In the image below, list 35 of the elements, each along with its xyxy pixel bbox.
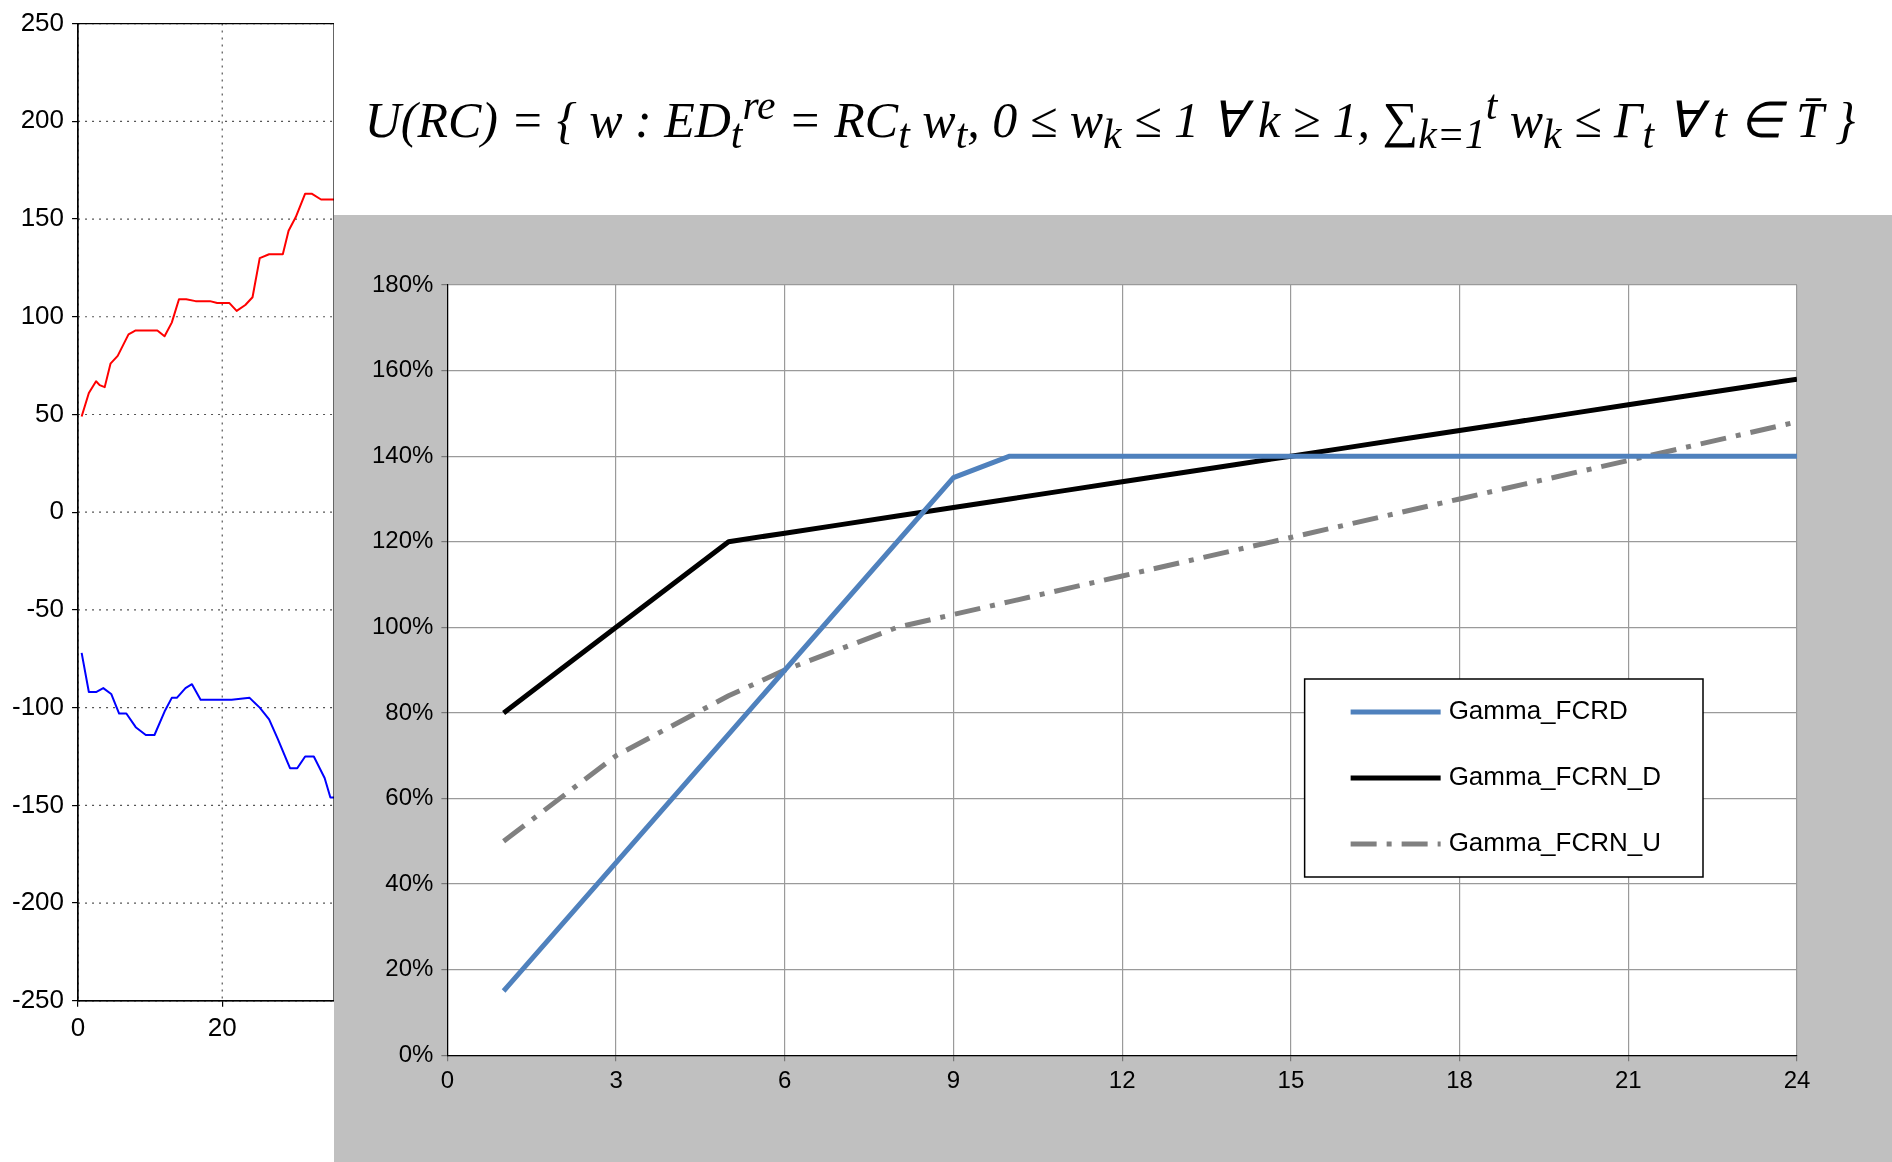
y-tick-label: 180%	[371, 269, 434, 297]
y-tick-label: 120%	[371, 526, 434, 554]
y-tick-label: 0	[49, 495, 65, 526]
y-tick-label: -250	[11, 983, 65, 1014]
legend-label: Gamma_FCRD	[1448, 695, 1628, 726]
x-tick-label: 15	[1277, 1066, 1305, 1094]
y-tick-label: -50	[26, 593, 65, 624]
y-tick-label: 40%	[385, 868, 434, 896]
y-tick-label: -200	[11, 886, 65, 917]
y-tick-label: 250	[20, 6, 65, 37]
x-tick-label: 3	[609, 1066, 623, 1094]
x-tick-label: 21	[1614, 1066, 1642, 1094]
x-tick-label: 12	[1108, 1066, 1136, 1094]
y-tick-label: 60%	[385, 783, 434, 811]
y-tick-label: 140%	[371, 440, 434, 468]
y-tick-label: 20%	[385, 954, 434, 982]
y-tick-label: 100%	[371, 611, 434, 639]
y-tick-label: 160%	[371, 355, 434, 383]
y-tick-label: 0%	[398, 1039, 434, 1067]
x-tick-label: 9	[946, 1066, 961, 1094]
x-tick-label: 0	[440, 1066, 455, 1094]
x-tick-label: 20	[207, 1011, 237, 1042]
legend-label: Gamma_FCRN_D	[1448, 761, 1662, 792]
x-tick-label: 24	[1783, 1066, 1811, 1094]
y-tick-label: 150	[20, 202, 65, 233]
chart-title: U(RC) = { w : ED$_{t}$$^{re}$ = RC$_{t}$ w$_{t}$, 0 ≤ w$_{k}$ ≤ 1 ∀ k ≥ 1, ∑$_{k=1}$$^{t}$ w$_{k}$ ≤ Γ$_{t}$ ∀ t ∈ T̄ }	[364, 82, 1856, 157]
legend-label: Gamma_FCRN_U	[1448, 827, 1662, 858]
x-tick-label: 18	[1446, 1066, 1473, 1094]
y-tick-label: 100	[20, 299, 65, 330]
y-tick-label: -150	[11, 788, 65, 819]
y-tick-label: 80%	[385, 697, 434, 725]
x-tick-label: 6	[778, 1066, 792, 1094]
y-tick-label: 200	[20, 104, 65, 135]
y-tick-label: 50	[35, 397, 65, 428]
y-tick-label: -100	[11, 690, 65, 721]
